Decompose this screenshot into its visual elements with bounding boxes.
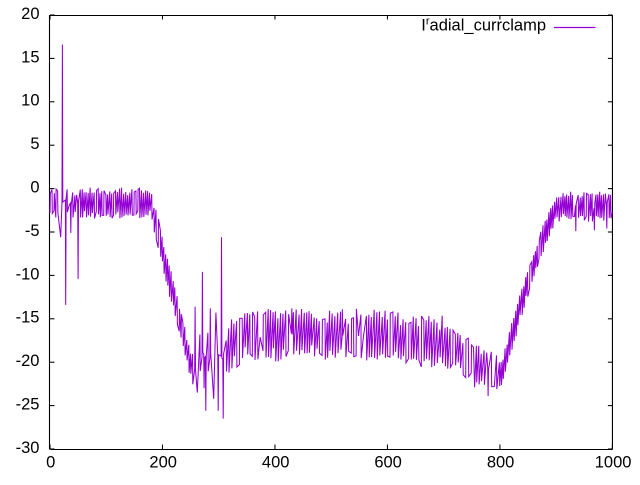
svg-text:0: 0 [30,179,39,197]
svg-text:1000: 1000 [595,454,632,472]
svg-text:20: 20 [21,5,39,23]
svg-text:-5: -5 [25,222,40,240]
svg-text:200: 200 [149,454,177,472]
svg-text:0: 0 [46,454,55,472]
svg-text:15: 15 [21,48,39,66]
svg-text:10: 10 [21,92,39,110]
svg-text:Iradial_currclamp: Iradial_currclamp [421,16,546,35]
svg-text:800: 800 [487,454,515,472]
svg-text:-15: -15 [16,309,40,327]
svg-text:5: 5 [30,135,39,153]
svg-text:-25: -25 [16,396,40,414]
svg-text:-30: -30 [16,439,40,457]
svg-text:400: 400 [262,454,290,472]
svg-text:-10: -10 [16,265,40,283]
svg-text:600: 600 [374,454,402,472]
svg-text:-20: -20 [16,352,40,370]
